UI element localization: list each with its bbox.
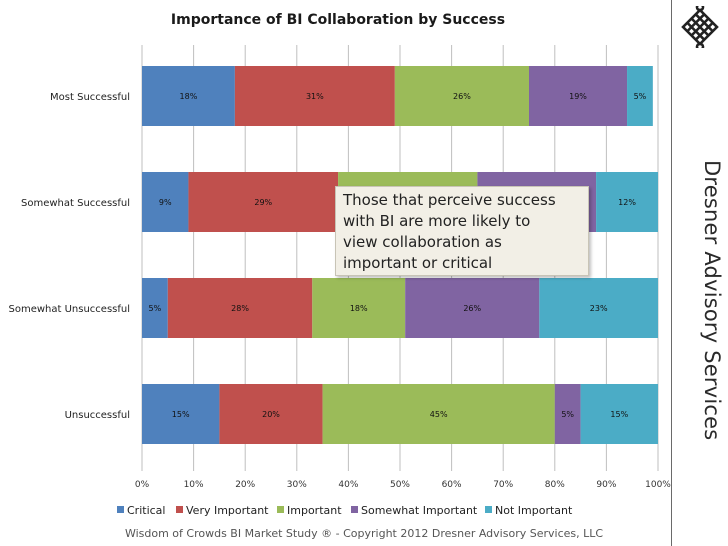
- callout-line: view collaboration as: [343, 233, 502, 251]
- bar-segment: [142, 278, 168, 338]
- data-label: 15%: [610, 410, 628, 419]
- callout-line: Those that perceive success: [343, 191, 556, 209]
- footer-copyright: Wisdom of Crowds BI Market Study ® - Cop…: [124, 527, 604, 540]
- bar-segment: [312, 278, 406, 338]
- endless-knot-icon: [681, 6, 719, 48]
- data-label: 5%: [634, 92, 647, 101]
- bar-segment: [405, 278, 540, 338]
- legend-label: Very Important: [186, 504, 269, 517]
- data-label: 45%: [430, 410, 448, 419]
- brand-name: Dresner Advisory Services: [700, 160, 724, 441]
- data-label: 9%: [159, 198, 172, 207]
- bar-segment: [627, 66, 653, 126]
- bar-segment: [167, 278, 313, 338]
- legend-label: Somewhat Important: [361, 504, 478, 517]
- bar-segment: [188, 172, 339, 232]
- data-label: 18%: [350, 304, 368, 313]
- x-tick-label: 40%: [338, 480, 358, 490]
- bar-segment: [539, 278, 658, 338]
- data-label: 26%: [463, 304, 481, 313]
- x-tick-label: 100%: [645, 480, 671, 490]
- data-label: 18%: [180, 92, 198, 101]
- x-tick-label: 0%: [135, 480, 150, 490]
- legend-swatch: [176, 506, 183, 513]
- bar-segment: [234, 66, 395, 126]
- data-label: 31%: [306, 92, 324, 101]
- legend-swatch: [277, 506, 284, 513]
- x-tick-label: 90%: [596, 480, 616, 490]
- bar-segment: [142, 384, 220, 444]
- data-label: 26%: [453, 92, 471, 101]
- brand-sidebar: Dresner Advisory Services: [671, 0, 728, 546]
- legend-swatch: [117, 506, 124, 513]
- chart-title: Importance of BI Collaboration by Succes…: [171, 12, 505, 28]
- legend-label: Not Important: [495, 504, 573, 517]
- callout-line: important or critical: [343, 254, 493, 272]
- bar-segment: [554, 384, 581, 444]
- data-label: 15%: [172, 410, 190, 419]
- x-tick-label: 10%: [184, 480, 204, 490]
- x-tick-label: 50%: [390, 480, 410, 490]
- sidebar-divider: [671, 0, 672, 546]
- data-label: 19%: [569, 92, 587, 101]
- category-label: Somewhat Successful: [21, 198, 130, 209]
- bar-segment: [142, 66, 235, 126]
- x-tick-label: 20%: [235, 480, 255, 490]
- legend-label: Important: [287, 504, 342, 517]
- bar-segment: [219, 384, 323, 444]
- bar-segment: [596, 172, 658, 232]
- legend-swatch: [485, 506, 492, 513]
- bar-segment: [580, 384, 658, 444]
- data-label: 5%: [149, 304, 162, 313]
- bar-segment: [142, 172, 189, 232]
- data-label: 23%: [590, 304, 608, 313]
- x-tick-label: 80%: [545, 480, 565, 490]
- x-tick-label: 30%: [287, 480, 307, 490]
- data-label: 28%: [231, 304, 249, 313]
- legend-label: Critical: [127, 504, 165, 517]
- data-label: 12%: [618, 198, 636, 207]
- callout-line: with BI are more likely to: [343, 212, 531, 230]
- category-label: Somewhat Unsuccessful: [8, 304, 130, 315]
- data-label: 5%: [561, 410, 574, 419]
- callout-box: Those that perceive success with BI are …: [335, 186, 589, 276]
- data-label: 20%: [262, 410, 280, 419]
- x-tick-label: 70%: [493, 480, 513, 490]
- data-label: 29%: [254, 198, 272, 207]
- legend-swatch: [351, 506, 358, 513]
- x-tick-label: 60%: [442, 480, 462, 490]
- category-label: Most Successful: [50, 92, 130, 103]
- bar-segment: [322, 384, 555, 444]
- category-label: Unsuccessful: [65, 410, 130, 421]
- bar-segment: [394, 66, 529, 126]
- bar-segment: [529, 66, 628, 126]
